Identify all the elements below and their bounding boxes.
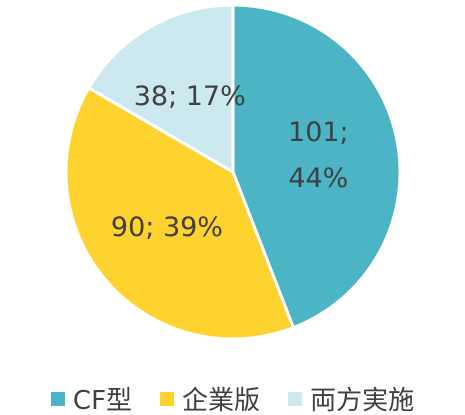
legend-label: 企業版 (182, 386, 261, 415)
pie-slice (231, 3, 402, 330)
legend-label: CF型 (72, 386, 133, 415)
data-label: 101; 44% (288, 117, 349, 194)
data-label: 38; 17% (133, 80, 246, 112)
legend-item: 企業版 (160, 380, 260, 415)
pie-area (64, 3, 402, 341)
pie-slice (64, 85, 296, 341)
legend-swatch (288, 391, 303, 406)
legend-item: 両方実施 (288, 380, 414, 415)
pie-slice (86, 3, 235, 175)
legend-item: CF型 (50, 380, 133, 415)
data-label: 90; 39% (110, 212, 223, 244)
legend-swatch (50, 391, 65, 406)
legend: CF型 企業版 両方実施 (0, 380, 465, 415)
legend-swatch (160, 391, 175, 406)
legend-label: 両方実施 (310, 386, 415, 415)
